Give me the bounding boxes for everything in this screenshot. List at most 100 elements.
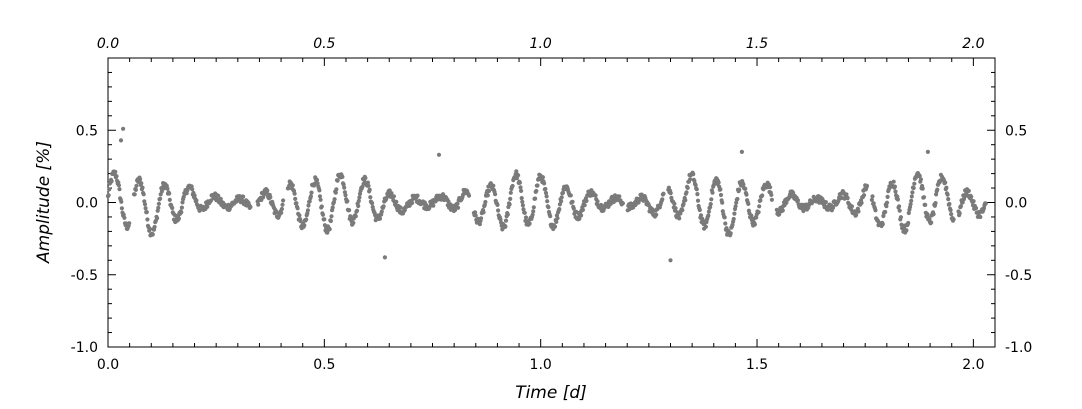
data-point bbox=[356, 198, 361, 204]
data-point bbox=[305, 208, 310, 213]
data-point bbox=[138, 177, 143, 182]
data-point bbox=[884, 200, 890, 205]
data-point bbox=[668, 191, 673, 196]
data-point bbox=[192, 193, 197, 198]
data-point bbox=[897, 204, 902, 209]
data-point bbox=[179, 205, 184, 210]
x-tick-label-bottom: 1.0 bbox=[530, 357, 552, 373]
data-point bbox=[849, 204, 855, 209]
data-point bbox=[554, 219, 559, 224]
data-point bbox=[697, 207, 702, 213]
data-point bbox=[891, 179, 896, 184]
data-point bbox=[695, 192, 700, 197]
data-point bbox=[749, 213, 754, 218]
data-point bbox=[382, 255, 387, 260]
data-point bbox=[898, 215, 904, 220]
data-point bbox=[906, 220, 911, 226]
data-point bbox=[366, 183, 371, 188]
x-tick-label-bottom: 1.5 bbox=[746, 357, 768, 373]
data-point bbox=[519, 188, 524, 193]
data-point bbox=[718, 192, 724, 198]
data-point bbox=[555, 216, 560, 221]
data-point bbox=[340, 174, 345, 179]
data-point bbox=[654, 212, 659, 217]
data-point bbox=[906, 210, 911, 216]
data-point bbox=[473, 210, 478, 215]
data-point bbox=[568, 193, 573, 198]
data-point bbox=[957, 211, 962, 216]
data-point bbox=[508, 196, 513, 201]
data-point bbox=[695, 198, 701, 203]
data-point bbox=[363, 175, 368, 181]
data-point bbox=[546, 205, 551, 210]
data-point bbox=[920, 186, 925, 191]
data-point bbox=[543, 190, 549, 196]
data-point bbox=[248, 204, 253, 209]
data-point bbox=[709, 197, 714, 202]
data-point bbox=[859, 200, 864, 205]
data-point bbox=[728, 231, 733, 236]
data-point bbox=[147, 226, 152, 232]
data-point bbox=[327, 227, 332, 232]
y-tick-label-left: -0.5 bbox=[71, 268, 98, 284]
data-point bbox=[966, 188, 971, 193]
data-point bbox=[520, 199, 525, 204]
data-point bbox=[114, 174, 119, 179]
data-point bbox=[256, 202, 261, 207]
data-point bbox=[493, 192, 498, 197]
data-point bbox=[960, 200, 965, 205]
data-point bbox=[508, 190, 513, 195]
data-point bbox=[293, 196, 298, 201]
data-point bbox=[335, 178, 340, 183]
data-point bbox=[297, 213, 302, 218]
data-point bbox=[909, 194, 914, 199]
data-point bbox=[769, 192, 774, 197]
data-point bbox=[660, 197, 665, 202]
data-point bbox=[389, 191, 394, 196]
data-point bbox=[895, 197, 901, 202]
data-point bbox=[971, 199, 976, 204]
data-point bbox=[934, 192, 939, 197]
data-point bbox=[455, 201, 460, 206]
data-point bbox=[145, 217, 150, 222]
data-point bbox=[571, 206, 576, 211]
data-point bbox=[694, 187, 699, 192]
data-point bbox=[519, 196, 524, 201]
data-point bbox=[582, 203, 587, 208]
data-point bbox=[672, 201, 677, 206]
data-point bbox=[205, 204, 210, 209]
data-point bbox=[557, 207, 562, 212]
data-point bbox=[931, 212, 936, 217]
data-point bbox=[486, 188, 492, 194]
data-point bbox=[708, 202, 713, 207]
data-point bbox=[156, 205, 161, 210]
data-point bbox=[156, 201, 161, 206]
data-point bbox=[134, 183, 139, 188]
data-point bbox=[329, 214, 334, 219]
data-point bbox=[741, 182, 746, 187]
data-point bbox=[356, 203, 361, 209]
data-point bbox=[760, 193, 765, 198]
data-point bbox=[274, 210, 279, 215]
data-point bbox=[593, 193, 598, 198]
data-point bbox=[917, 173, 922, 178]
data-point bbox=[518, 185, 523, 190]
data-point bbox=[893, 189, 898, 194]
data-point bbox=[345, 199, 350, 204]
data-point bbox=[268, 195, 273, 200]
data-point bbox=[949, 212, 954, 217]
y-tick-label-right: -1.0 bbox=[1005, 340, 1032, 356]
data-point bbox=[158, 196, 163, 201]
data-point bbox=[292, 191, 297, 196]
data-point bbox=[923, 202, 928, 207]
data-point bbox=[290, 183, 295, 188]
data-point bbox=[280, 202, 285, 207]
data-point bbox=[320, 212, 326, 217]
y-tick-label-right: -0.5 bbox=[1005, 268, 1032, 284]
data-point bbox=[925, 149, 931, 154]
data-point bbox=[479, 216, 484, 221]
data-point bbox=[732, 211, 737, 216]
data-point bbox=[684, 190, 689, 195]
data-point bbox=[491, 183, 496, 188]
data-point bbox=[436, 152, 442, 157]
